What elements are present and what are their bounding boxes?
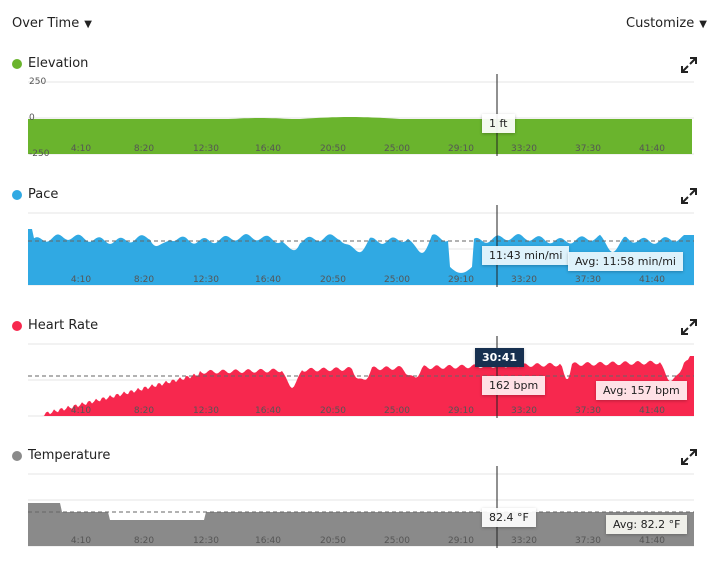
x-tick-label: 16:40 bbox=[255, 406, 281, 416]
elevation-title-text: Elevation bbox=[28, 56, 89, 71]
x-tick-label: 37:30 bbox=[575, 536, 601, 546]
x-tick-label: 12:30 bbox=[193, 144, 219, 154]
pace-title: Pace bbox=[12, 187, 58, 202]
view-mode-dropdown[interactable]: Over Time ▼ bbox=[12, 16, 92, 31]
heart-rate-title-text: Heart Rate bbox=[28, 318, 99, 333]
temperature-average-label: Avg: 82.2 °F bbox=[606, 515, 688, 534]
cursor-time-badge: 30:41 bbox=[475, 348, 525, 367]
expand-icon[interactable] bbox=[680, 448, 698, 466]
x-tick-label: 4:10 bbox=[71, 406, 91, 416]
x-tick-label: 8:20 bbox=[134, 275, 154, 285]
x-tick-label: 33:20 bbox=[511, 275, 537, 285]
x-tick-label: 33:20 bbox=[511, 536, 537, 546]
temperature-chart[interactable]: 4:10 8:20 12:30 16:40 20:50 25:00 29:10 33:20 37… bbox=[0, 466, 723, 556]
x-tick-label: 12:30 bbox=[193, 275, 219, 285]
view-mode-label: Over Time bbox=[12, 16, 80, 31]
elevation-area bbox=[28, 117, 692, 154]
x-tick-label: 20:50 bbox=[320, 536, 346, 546]
x-tick-label: 25:00 bbox=[384, 275, 410, 285]
x-tick-label: 12:30 bbox=[193, 536, 219, 546]
x-tick-label: 41:40 bbox=[639, 144, 665, 154]
heart-rate-legend-dot bbox=[12, 320, 22, 331]
x-tick-label: 29:10 bbox=[448, 144, 474, 154]
caret-down-icon: ▼ bbox=[84, 19, 92, 30]
x-tick-label: 33:20 bbox=[511, 144, 537, 154]
heart-rate-average-label: Avg: 157 bpm bbox=[596, 381, 687, 400]
x-tick-label: 41:40 bbox=[639, 275, 665, 285]
heart-rate-area bbox=[28, 356, 694, 416]
customize-dropdown[interactable]: Customize ▼ bbox=[626, 16, 707, 31]
temperature-title: Temperature bbox=[12, 448, 110, 463]
x-tick-label: 16:40 bbox=[255, 144, 281, 154]
expand-icon[interactable] bbox=[680, 187, 698, 205]
customize-label: Customize bbox=[626, 16, 695, 31]
top-bar: Over Time ▼ Customize ▼ bbox=[0, 0, 723, 48]
pace-chart[interactable]: 4:10 8:20 12:30 16:40 20:50 25:00 29:10 33:20 37… bbox=[0, 205, 723, 295]
pace-legend-dot bbox=[12, 189, 22, 200]
x-tick-label: 29:10 bbox=[448, 275, 474, 285]
heart-rate-tooltip: 162 bpm bbox=[482, 376, 546, 395]
heart-rate-title: Heart Rate bbox=[12, 318, 98, 333]
x-tick-label: 25:00 bbox=[384, 406, 410, 416]
pace-tooltip: 11:43 min/mi bbox=[482, 246, 570, 265]
x-tick-label: 4:10 bbox=[71, 275, 91, 285]
elevation-tooltip: 1 ft bbox=[482, 114, 515, 133]
x-tick-label: 16:40 bbox=[255, 275, 281, 285]
elevation-legend-dot bbox=[12, 58, 22, 69]
x-tick-label: 29:10 bbox=[448, 536, 474, 546]
x-tick-label: 37:30 bbox=[575, 144, 601, 154]
temperature-legend-dot bbox=[12, 450, 22, 461]
x-tick-label: 29:10 bbox=[448, 406, 474, 416]
pace-average-label: Avg: 11:58 min/mi bbox=[568, 252, 683, 271]
x-tick-label: 25:00 bbox=[384, 536, 410, 546]
x-tick-label: 12:30 bbox=[193, 406, 219, 416]
elevation-title: Elevation bbox=[12, 56, 88, 71]
temperature-title-text: Temperature bbox=[28, 448, 111, 463]
x-tick-label: 4:10 bbox=[71, 536, 91, 546]
x-tick-label: 41:40 bbox=[639, 406, 665, 416]
x-tick-label: 8:20 bbox=[134, 536, 154, 546]
x-tick-label: 33:20 bbox=[511, 406, 537, 416]
expand-icon[interactable] bbox=[680, 56, 698, 74]
pace-title-text: Pace bbox=[28, 187, 59, 202]
x-tick-label: 41:40 bbox=[639, 536, 665, 546]
x-tick-label: 37:30 bbox=[575, 406, 601, 416]
x-tick-label: 20:50 bbox=[320, 144, 346, 154]
x-tick-label: 8:20 bbox=[134, 144, 154, 154]
x-tick-label: 20:50 bbox=[320, 406, 346, 416]
x-tick-label: 20:50 bbox=[320, 275, 346, 285]
x-tick-label: 37:30 bbox=[575, 275, 601, 285]
caret-down-icon: ▼ bbox=[699, 19, 707, 30]
x-tick-label: 25:00 bbox=[384, 144, 410, 154]
y-tick-label: 250 bbox=[29, 77, 46, 87]
temperature-tooltip: 82.4 °F bbox=[482, 508, 536, 527]
expand-icon[interactable] bbox=[680, 318, 698, 336]
y-tick-label: -250 bbox=[29, 149, 50, 159]
elevation-chart[interactable]: 250 0 -250 4:10 8:20 12:30 16:40 20:50 25:00 29:1… bbox=[0, 74, 723, 164]
pace-area bbox=[28, 229, 694, 285]
y-tick-label: 0 bbox=[29, 113, 35, 123]
heart-rate-chart[interactable]: 4:10 8:20 12:30 16:40 20:50 25:00 29:10 33:20 37… bbox=[0, 336, 723, 426]
x-tick-label: 4:10 bbox=[71, 144, 91, 154]
x-tick-label: 8:20 bbox=[134, 406, 154, 416]
x-tick-label: 16:40 bbox=[255, 536, 281, 546]
